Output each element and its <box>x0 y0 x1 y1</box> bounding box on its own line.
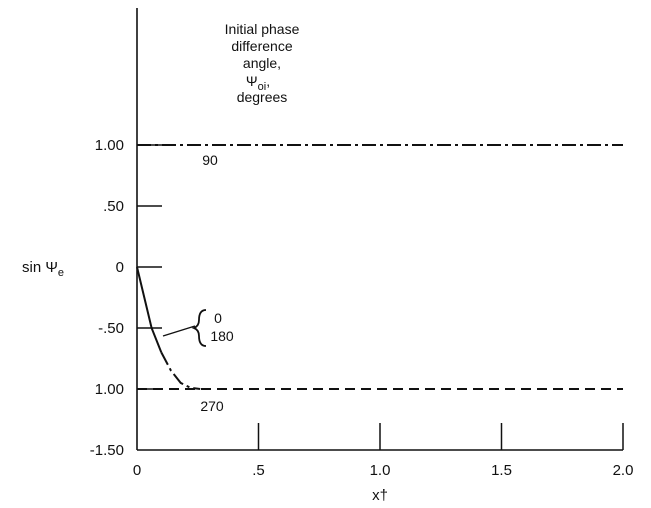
annotation-leader-line <box>162 325 196 337</box>
annotation-label-180: 180 <box>210 328 234 344</box>
x-tick-label-1: .5 <box>252 462 265 479</box>
legend-title-line-1: Initial phase <box>225 21 300 37</box>
annotation-brace <box>191 309 207 347</box>
legend-psi-symbol: Ψ <box>246 73 258 89</box>
y-axis-title-main: sin Ψ <box>22 259 58 276</box>
series-line-2 <box>136 266 163 353</box>
series-line-3 <box>160 351 201 390</box>
legend-title-line-2: difference <box>231 38 292 54</box>
x-tick-label-0: 0 <box>133 462 141 479</box>
x-axis-title: x† <box>372 487 388 504</box>
legend-title-line-5: degrees <box>237 89 288 105</box>
legend-psi-comma: , <box>266 73 270 89</box>
y-axis-title-subscript: e <box>58 267 64 279</box>
x-tick-label-4: 2.0 <box>613 462 634 479</box>
y-tick-label-2: 0 <box>116 259 124 276</box>
series-label-90: 90 <box>202 152 218 168</box>
annotation-label-0: 0 <box>214 310 222 326</box>
y-tick-label-0: 1.00 <box>95 137 124 154</box>
x-tick-label-3: 1.5 <box>491 462 512 479</box>
legend-psi-subscript: oi <box>258 81 267 93</box>
legend-title-line-4: Ψoi, <box>246 73 270 93</box>
x-tick-label-2: 1.0 <box>370 462 391 479</box>
y-tick-label-1: .50 <box>103 198 124 215</box>
legend-title-line-3: angle, <box>243 55 281 71</box>
y-tick-label-5: -1.50 <box>90 442 124 459</box>
y-tick-label-4: 1.00 <box>95 381 124 398</box>
y-tick-label-3: -.50 <box>98 320 124 337</box>
legend-title: Initial phase difference angle, Ψoi, deg… <box>225 21 300 105</box>
series-label-270: 270 <box>200 398 224 414</box>
y-axis-title: sin Ψe <box>22 259 64 279</box>
